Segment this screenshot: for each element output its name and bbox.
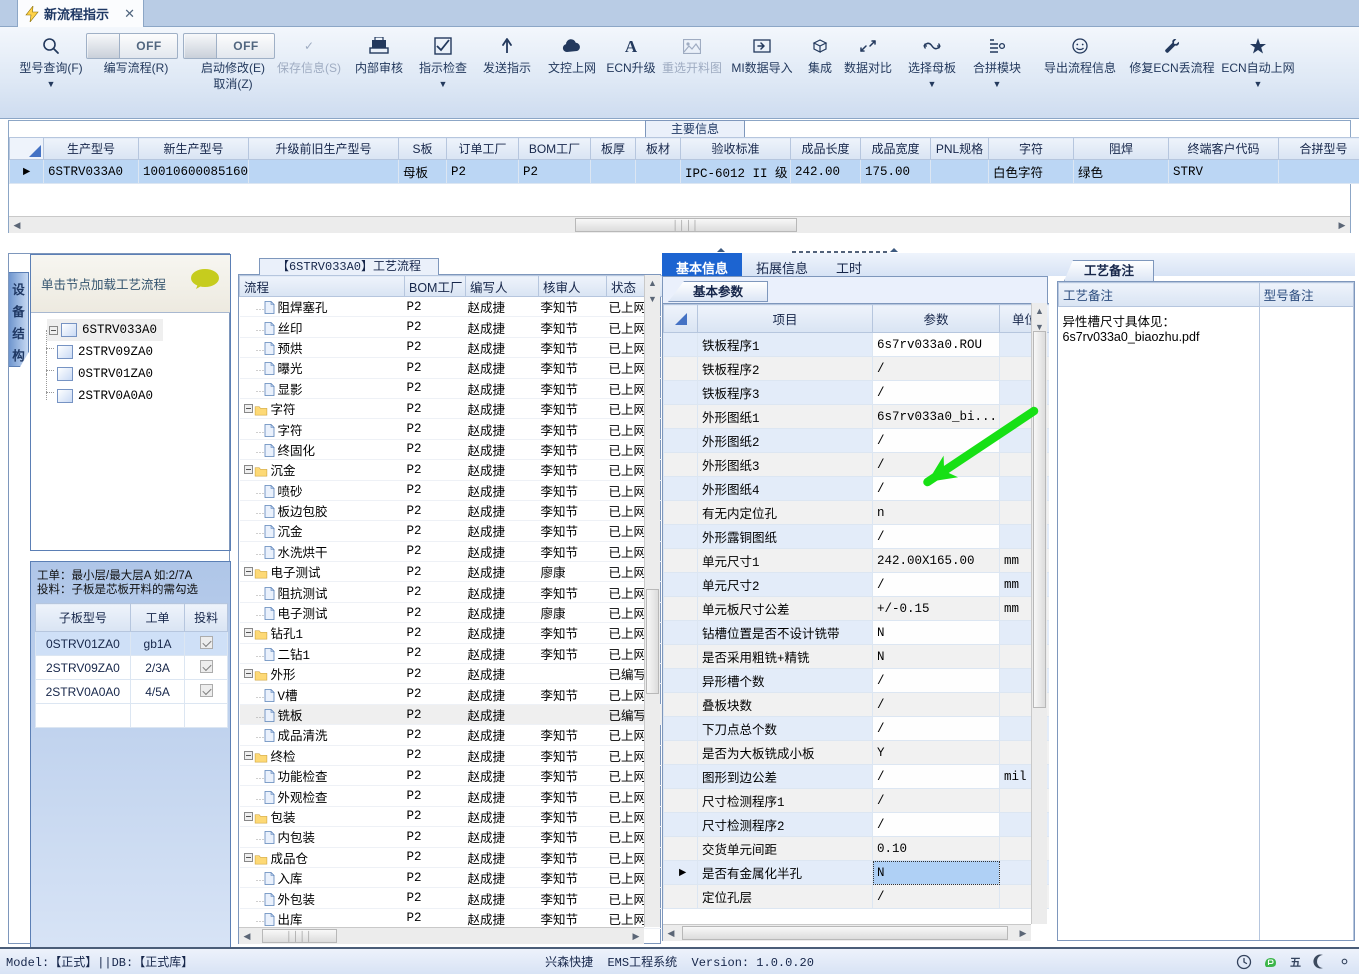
svg-text:五: 五 [1290,956,1301,969]
